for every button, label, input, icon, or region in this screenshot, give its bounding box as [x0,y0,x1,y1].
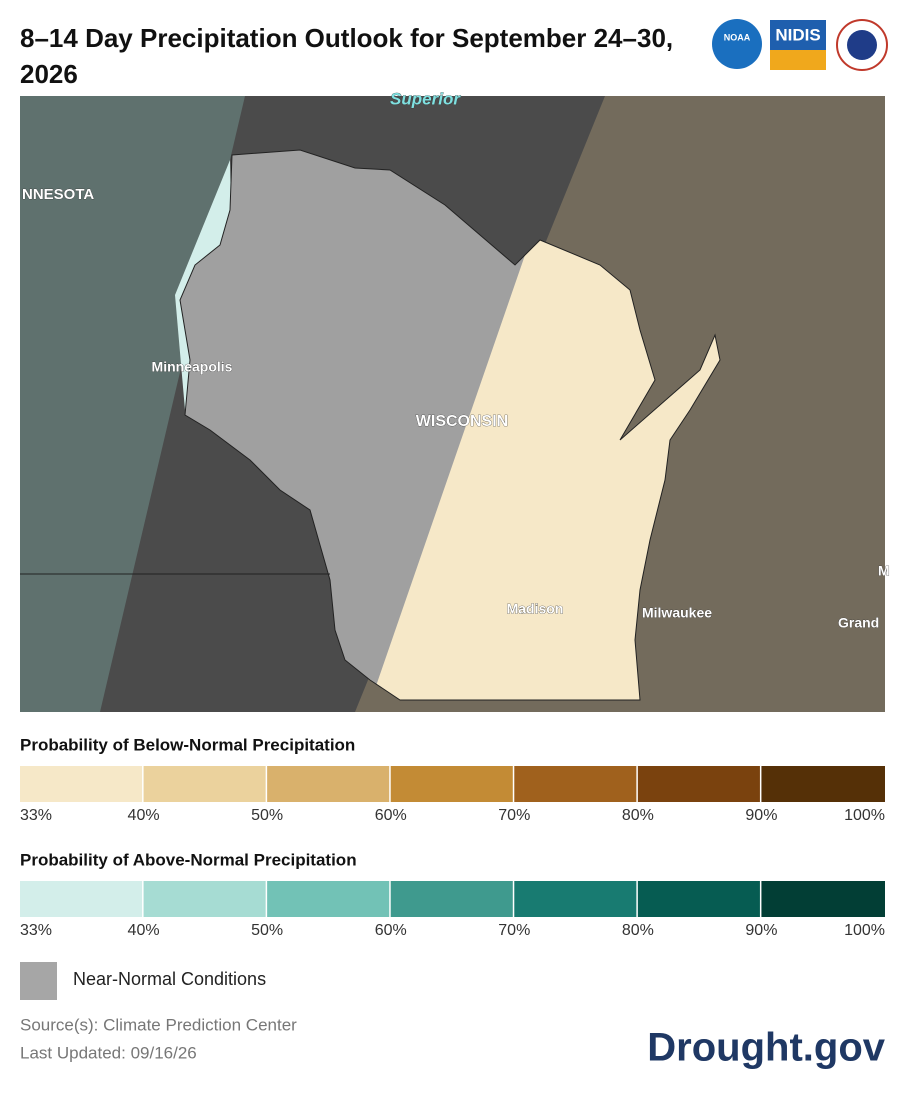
map-label: NNESOTA [22,186,94,203]
legend-tick: 90% [745,807,777,824]
state-outline [179,149,721,701]
legend-swatch [267,766,390,802]
legend-tick: 60% [375,922,407,939]
legend-swatch [20,881,143,917]
legend-tick: 33% [20,807,52,824]
legend-label: Near-Normal Conditions [73,969,266,989]
legend-tick: 80% [622,922,654,939]
legend-swatch [390,766,513,802]
source: Source(s): Climate Prediction Center [20,1015,297,1034]
noaa-logo [712,19,762,69]
map-label: Milwaukee [642,605,712,621]
legend-tick: 70% [498,807,530,824]
legend-tick: 33% [20,922,52,939]
nidis-band [770,20,826,50]
legend-swatch [514,766,637,802]
legend-swatch [637,766,760,802]
legend-tick: 100% [844,807,885,824]
map-label: WISCONSIN [416,413,508,430]
map-label: Grand [838,615,879,631]
legend-tick: 90% [745,922,777,939]
map-label: Superior [390,89,461,108]
legend-tick: 80% [622,807,654,824]
legend-swatch [390,881,513,917]
legend-tick: 40% [128,922,160,939]
map-label: M [878,563,890,579]
legend-tick: 70% [498,922,530,939]
legend-swatch [143,881,266,917]
noaa-text: NOAA [724,32,751,42]
legend-swatch [20,766,143,802]
map-label: Madison [507,601,564,617]
legend-swatch [761,766,885,802]
legend-tick: 60% [375,807,407,824]
legend-title: Probability of Below-Normal Precipitatio… [20,735,355,754]
above-region [20,96,245,712]
nidis-text: NIDIS [775,25,820,44]
legend-tick: 50% [251,922,283,939]
legend-tick: 50% [251,807,283,824]
updated: Last Updated: 09/16/26 [20,1043,197,1062]
legend-tick: 100% [844,922,885,939]
brand: Drought.gov [647,1026,885,1070]
nws-inner [847,30,877,60]
legend-swatch [20,962,57,1000]
legend-tick: 40% [128,807,160,824]
legend-swatch [514,881,637,917]
below-33-area [367,150,720,700]
legend-title: Probability of Above-Normal Precipitatio… [20,850,357,869]
map [20,96,885,712]
map-label: Minneapolis [152,359,233,375]
legend-swatch [267,881,390,917]
legend-swatch [761,881,885,917]
legend-swatch [143,766,266,802]
title: 8–14 Day Precipitation Outlook for Septe… [20,23,674,89]
logos: NOAA NIDIS [712,19,888,71]
legend-swatch [637,881,760,917]
